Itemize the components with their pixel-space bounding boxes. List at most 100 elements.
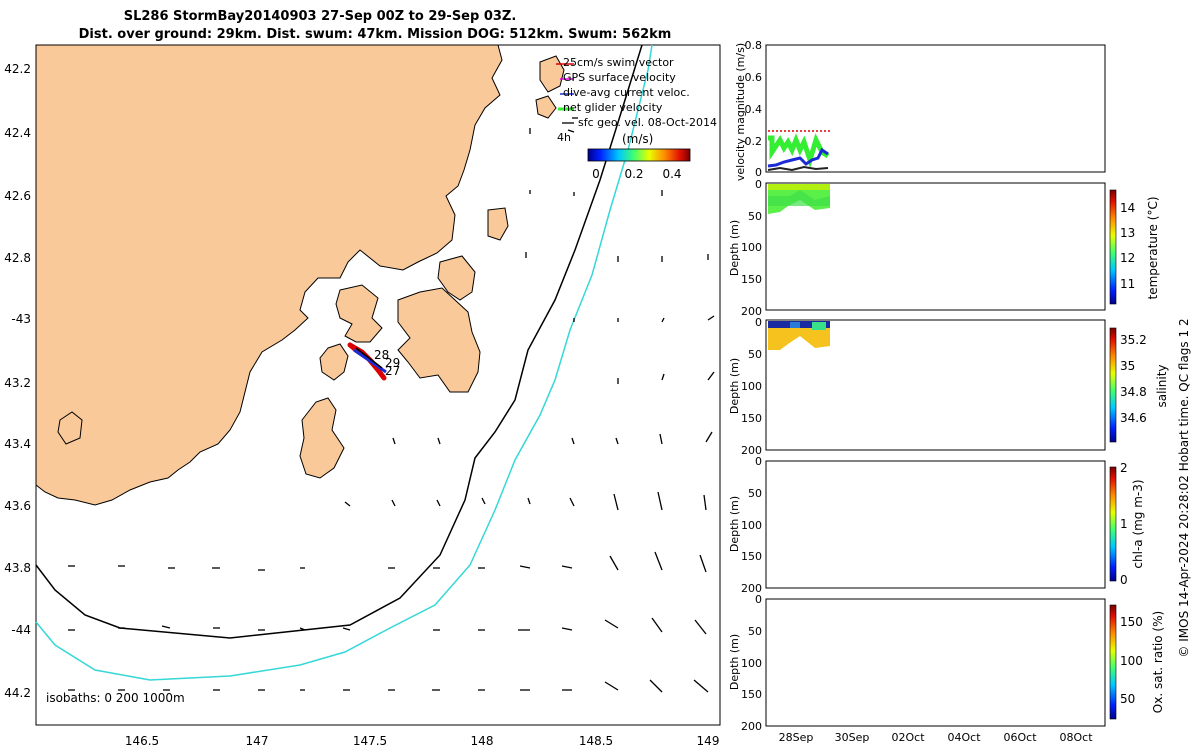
legend-swim-vector: 25cm/s swim vector: [563, 56, 674, 69]
lon-tick-147-5: 147.5: [353, 734, 387, 748]
figure-title-line1: SL286 StormBay20140903 27-Sep 00Z to 29-…: [124, 9, 517, 24]
temp-cb-12: 12: [1120, 251, 1135, 265]
chla-tick-50: 50: [748, 487, 762, 500]
sal-cb-34-6: 34.6: [1120, 411, 1147, 425]
day-label-29: 29: [385, 356, 400, 370]
legend-gps-velocity: GPS surface velocity: [563, 71, 676, 84]
vel-tick-0-2: 0.2: [745, 135, 763, 148]
chla-cb-label: chl-a (mg m-3): [1131, 479, 1145, 568]
chla-tick-0: 0: [755, 455, 762, 468]
vel-tick-0-6: 0.6: [745, 71, 763, 84]
time-tick-04oct: 04Oct: [947, 731, 981, 744]
legend-sfc-geo: sfc geo. vel. 08-Oct-2014: [578, 116, 717, 129]
chla-cb-2: 2: [1120, 461, 1128, 475]
lon-tick-148-5: 148.5: [579, 734, 613, 748]
sal-tick-0: 0: [755, 316, 762, 329]
oxygen-panel: Depth (m) 0 50 100 150 200 150 100 50 Ox…: [728, 593, 1165, 733]
salinity-colorbar: [1109, 327, 1117, 443]
day-label-28: 28: [374, 348, 389, 362]
lon-tick-146-5: 146.5: [125, 734, 159, 748]
velocity-panel: velocity magnitude (m/s) 0.8 0.6 0.4 0.2…: [734, 39, 1106, 181]
legend-net-velocity: net glider velocity: [563, 101, 663, 114]
lat-tick-42-2: 42.2: [4, 62, 31, 76]
temp-tick-100: 100: [741, 241, 762, 254]
ox-tick-0: 0: [755, 593, 762, 606]
map-x-axis: 146.5 147 147.5 148 148.5 149: [125, 734, 720, 748]
time-x-axis: 28Sep 30Sep 02Oct 04Oct 06Oct 08Oct: [779, 731, 1094, 744]
dive-avg-line: [767, 147, 829, 168]
glider-track: 28 29 27: [347, 342, 400, 381]
temp-tick-150: 150: [741, 273, 762, 286]
ox-tick-50: 50: [748, 625, 762, 638]
oxygen-colorbar: [1109, 604, 1117, 720]
figure-title-line2: Dist. over ground: 29km. Dist. swum: 47k…: [79, 27, 672, 42]
sal-ylabel: Depth (m): [728, 358, 741, 414]
chla-colorbar: [1109, 466, 1117, 582]
isobath-200m: [35, 44, 643, 639]
isobath-label: isobaths: 0 200 1000m: [46, 691, 185, 705]
ox-tick-200: 200: [741, 720, 762, 733]
sal-cb-34-8: 34.8: [1120, 385, 1147, 399]
sal-tick-50: 50: [748, 348, 762, 361]
vel-tick-0: 0: [755, 166, 762, 179]
temp-cb-14: 14: [1120, 201, 1135, 215]
land-mass: [35, 44, 565, 506]
sal-tick-200: 200: [741, 444, 762, 457]
lat-tick-44-2: 44.2: [4, 686, 31, 700]
temperature-colorbar: [1109, 189, 1117, 305]
lon-tick-148: 148: [471, 734, 494, 748]
temp-tick-200: 200: [741, 305, 762, 318]
net-velocity-line: [768, 133, 830, 169]
map-panel: 28 29 27 25cm/s swim vector GPS surface: [4, 44, 721, 748]
colorbar-unit: (m/s): [622, 132, 653, 146]
lon-tick-149: 149: [697, 734, 720, 748]
ox-cb-label: Ox. sat. ratio (%): [1151, 611, 1165, 713]
sal-cb-35: 35: [1120, 359, 1135, 373]
temp-cb-label: temperature (°C): [1146, 197, 1160, 300]
colorbar-tick-0-4: 0.4: [662, 167, 681, 181]
velocity-ylabel: velocity magnitude (m/s): [734, 43, 747, 181]
credit-text: © IMOS 14-Apr-2024 20:28:02 Hobart time.…: [1177, 318, 1191, 657]
lat-tick-42-4: 42.4: [4, 126, 31, 140]
time-tick-08oct: 08Oct: [1059, 731, 1093, 744]
scale-label: 4h: [557, 131, 571, 144]
sal-tick-100: 100: [741, 380, 762, 393]
ox-tick-100: 100: [741, 657, 762, 670]
legend-dive-avg: dive-avg current veloc.: [563, 86, 690, 99]
lat-tick-44: -44: [11, 623, 31, 637]
vel-tick-0-8: 0.8: [745, 39, 763, 52]
map-y-axis: 42.2 42.4 42.6 42.8 -43 43.2 43.4 43.6 4…: [4, 62, 31, 700]
lat-tick-42-6: 42.6: [4, 189, 31, 203]
time-tick-28sep: 28Sep: [779, 731, 814, 744]
time-tick-30sep: 30Sep: [835, 731, 870, 744]
chla-ylabel: Depth (m): [728, 496, 741, 552]
lat-tick-42-8: 42.8: [4, 251, 31, 265]
vel-tick-0-4: 0.4: [745, 103, 763, 116]
ox-cb-150: 150: [1120, 615, 1143, 629]
ox-cb-100: 100: [1120, 654, 1143, 668]
surface-speed-line: [767, 165, 829, 172]
temp-cb-11: 11: [1120, 277, 1135, 291]
salinity-panel: Depth (m) 0 50 100 150 200 35.2 35 34.8 …: [728, 316, 1169, 457]
temperature-panel: Depth (m) 0 50 100 150 200 14 13 12 11 t…: [728, 178, 1160, 318]
isobath-1000m: [35, 44, 653, 681]
lat-tick-43-6: 43.6: [4, 499, 31, 513]
chla-tick-100: 100: [741, 519, 762, 532]
chla-panel: Depth (m) 0 50 100 150 200 2 1 0 chl-a (…: [728, 455, 1145, 595]
temp-ylabel: Depth (m): [728, 220, 741, 276]
temp-tick-0: 0: [755, 178, 762, 191]
chla-cb-0: 0: [1120, 573, 1128, 587]
time-tick-06oct: 06Oct: [1003, 731, 1037, 744]
lat-tick-43-4: 43.4: [4, 437, 31, 451]
map-legend: 25cm/s swim vector GPS surface velocity …: [556, 56, 717, 146]
time-tick-02oct: 02Oct: [891, 731, 925, 744]
sal-tick-150: 150: [741, 412, 762, 425]
speed-colorbar: [587, 148, 691, 162]
lat-tick-43-2: 43.2: [4, 376, 31, 390]
chla-cb-1: 1: [1120, 517, 1128, 531]
colorbar-tick-0-2: 0.2: [624, 167, 643, 181]
lon-tick-147: 147: [246, 734, 269, 748]
ox-cb-50: 50: [1120, 692, 1135, 706]
sal-cb-35-2: 35.2: [1120, 333, 1147, 347]
